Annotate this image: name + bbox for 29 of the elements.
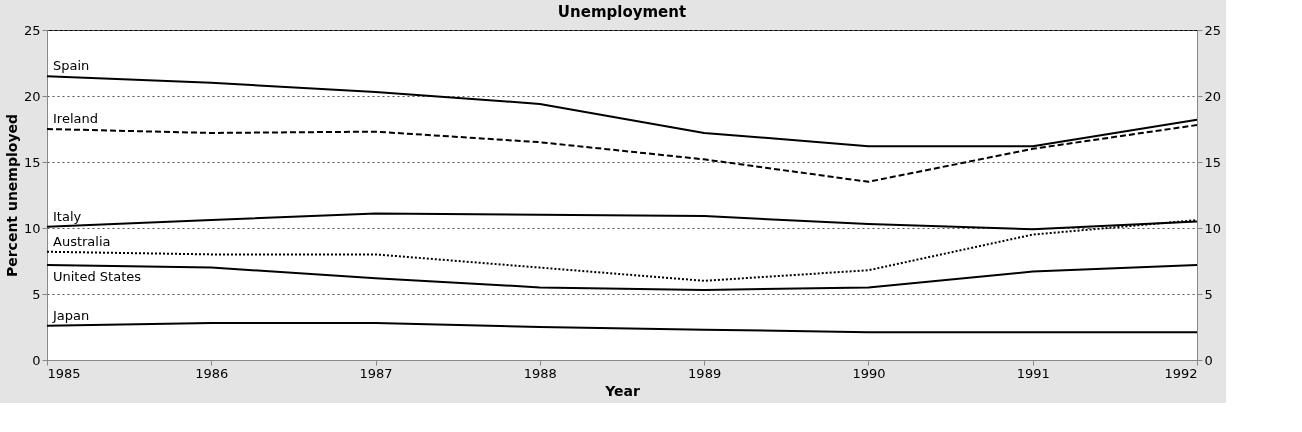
y2-tick-label: 20: [1204, 88, 1222, 104]
y2-tick-label: 25: [1204, 22, 1222, 38]
x-tick-label: 1989: [688, 365, 722, 381]
chart-title: Unemployment: [557, 3, 687, 21]
y2-tick-label: 10: [1204, 220, 1222, 236]
y2-tick-label: 15: [1204, 154, 1222, 170]
x-tick-label: 1987: [359, 365, 393, 381]
y2-tick-label: 0: [1204, 352, 1213, 368]
y-tick-label: 5: [32, 286, 41, 302]
series-label: Ireland: [53, 111, 98, 126]
series-label: Spain: [53, 58, 90, 74]
x-tick-label: 1988: [523, 365, 557, 381]
y2-tick-label: 5: [1204, 286, 1213, 302]
y-tick-label: 20: [23, 88, 41, 104]
series-label: United States: [53, 268, 142, 284]
y-tick-label: 25: [23, 22, 41, 38]
x-tick-label: 1990: [852, 365, 886, 381]
x-tick-label: 1985: [47, 365, 81, 381]
y-tick-label: 10: [23, 220, 41, 236]
y-tick-label: 15: [23, 154, 41, 170]
y-tick-label: 0: [32, 352, 41, 368]
x-tick-label: 1986: [195, 365, 229, 381]
series-label: Australia: [53, 233, 111, 249]
series-label: Italy: [53, 208, 82, 224]
x-axis-title: Year: [604, 382, 640, 399]
series-label: Japan: [52, 307, 90, 323]
x-tick-label: 1991: [1016, 365, 1050, 381]
y-axis-title: Percent unemployed: [3, 113, 20, 278]
x-tick-label: 1992: [1164, 365, 1198, 381]
